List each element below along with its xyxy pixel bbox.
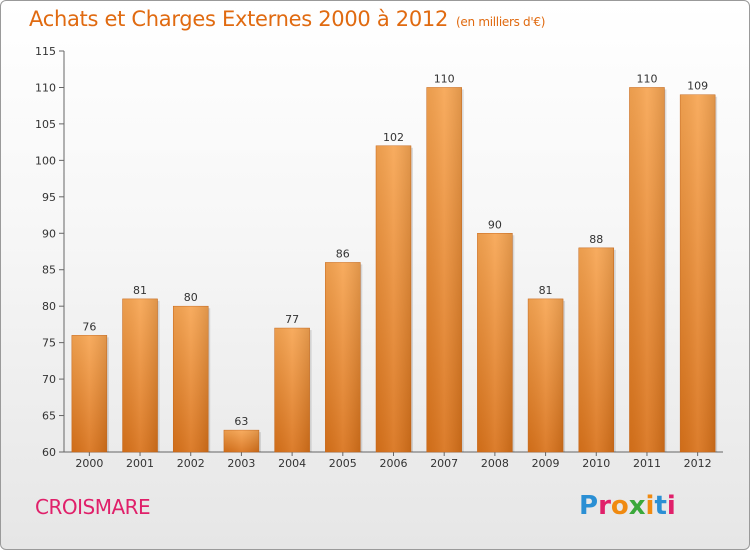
data-label: 86 xyxy=(336,247,350,260)
y-tick-label: 80 xyxy=(42,300,56,313)
data-label: 81 xyxy=(133,284,147,297)
chart-title: Achats et Charges Externes 2000 à 2012 (e… xyxy=(29,7,546,31)
x-tick-label: 2002 xyxy=(177,457,205,470)
x-tick-label: 2011 xyxy=(633,457,661,470)
y-tick-label: 90 xyxy=(42,227,56,240)
y-tick-label: 75 xyxy=(42,337,56,350)
logo-letter: o xyxy=(610,491,629,521)
y-tick-label: 115 xyxy=(35,45,56,58)
x-tick-label: 2004 xyxy=(278,457,306,470)
x-tick-label: 2005 xyxy=(329,457,357,470)
logo-letter: i xyxy=(666,491,676,521)
bar-shade xyxy=(578,247,614,452)
bar-shade xyxy=(122,298,158,452)
bar-shade xyxy=(528,298,564,452)
logo-letter: x xyxy=(628,491,646,521)
y-tick-label: 95 xyxy=(42,191,56,204)
data-label: 88 xyxy=(589,233,603,246)
logo-letter: t xyxy=(654,491,667,521)
city-name: CROISMARE xyxy=(35,495,151,519)
bar-shade xyxy=(680,94,716,452)
x-tick-label: 2001 xyxy=(126,457,154,470)
bar-shade xyxy=(274,328,310,452)
y-tick-label: 100 xyxy=(35,154,56,167)
bar-shade xyxy=(325,262,361,452)
proxiti-logo[interactable]: Proxiti xyxy=(579,491,676,521)
bar-shade xyxy=(71,335,107,452)
x-tick-label: 2000 xyxy=(75,457,103,470)
x-tick-label: 2006 xyxy=(380,457,408,470)
data-label: 81 xyxy=(539,284,553,297)
x-tick-label: 2010 xyxy=(582,457,610,470)
bar-shade xyxy=(477,233,513,452)
bar-shade xyxy=(376,145,411,453)
data-label: 63 xyxy=(234,415,248,428)
bar-shade xyxy=(223,430,259,452)
y-tick-label: 110 xyxy=(35,81,56,94)
x-tick-label: 2003 xyxy=(227,457,255,470)
data-label: 110 xyxy=(636,72,657,85)
x-tick-label: 2008 xyxy=(481,457,509,470)
y-tick-label: 105 xyxy=(35,118,56,131)
data-label: 90 xyxy=(488,218,502,231)
chart-subtitle: (en milliers d'€) xyxy=(456,15,546,29)
logo-letter: P xyxy=(579,491,599,521)
x-tick-label: 2012 xyxy=(684,457,712,470)
y-tick-label: 70 xyxy=(42,373,56,386)
data-label: 76 xyxy=(82,320,96,333)
data-label: 110 xyxy=(434,72,455,85)
y-tick-label: 60 xyxy=(42,446,56,459)
bar-shade xyxy=(629,87,665,453)
y-tick-label: 65 xyxy=(42,410,56,423)
data-label: 77 xyxy=(285,313,299,326)
data-label: 80 xyxy=(184,291,198,304)
data-label: 102 xyxy=(383,131,404,144)
data-label: 109 xyxy=(687,80,708,93)
logo-letter: i xyxy=(645,491,655,521)
bar-shade xyxy=(173,306,209,452)
x-tick-label: 2009 xyxy=(532,457,560,470)
logo-letter: r xyxy=(598,491,611,521)
bar-shade xyxy=(426,87,462,453)
y-tick-label: 85 xyxy=(42,264,56,277)
x-tick-label: 2007 xyxy=(430,457,458,470)
